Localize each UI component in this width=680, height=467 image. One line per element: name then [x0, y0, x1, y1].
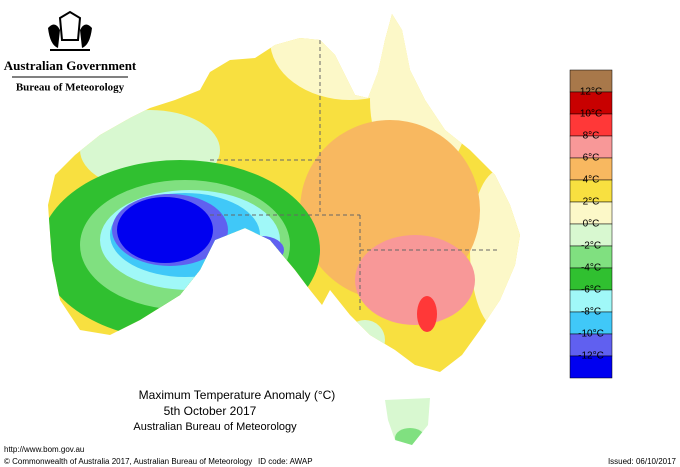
legend-label: -12°C — [578, 351, 604, 362]
copyright: © Commonwealth of Australia 2017, Austra… — [4, 457, 252, 466]
legend-label: -6°C — [581, 285, 601, 296]
legend-label: -4°C — [581, 263, 601, 274]
map-title: Maximum Temperature Anomaly (°C) — [139, 388, 336, 402]
legend-label: 8°C — [583, 131, 600, 142]
map-date: 5th October 2017 — [164, 404, 257, 418]
bureau-title: Bureau of Meteorology — [16, 82, 125, 94]
id-code: ID code: AWAP — [258, 457, 313, 466]
legend-label: 12°C — [580, 87, 602, 98]
legend: 12°C 10°C 8°C 6°C 4°C 2°C 0°C -2°C -4°C -6°C -8°C -… — [569, 69, 613, 379]
issued: Issued: 06/10/2017 — [608, 457, 677, 466]
legend-label: 0°C — [583, 219, 600, 230]
map-tasmania — [385, 398, 430, 445]
legend-label: -2°C — [581, 241, 601, 252]
gov-title: Australian Government — [4, 58, 137, 73]
url: http://www.bom.gov.au — [4, 445, 84, 454]
map-source: Australian Bureau of Meteorology — [133, 421, 297, 433]
legend-label: -8°C — [581, 307, 601, 318]
logo — [48, 10, 92, 51]
legend-swatch — [569, 355, 613, 379]
legend-label: 10°C — [580, 109, 602, 120]
legend-label: -10°C — [578, 329, 604, 340]
legend-label: 2°C — [583, 197, 600, 208]
legend-label: 4°C — [583, 175, 600, 186]
legend-label: 6°C — [583, 153, 600, 164]
